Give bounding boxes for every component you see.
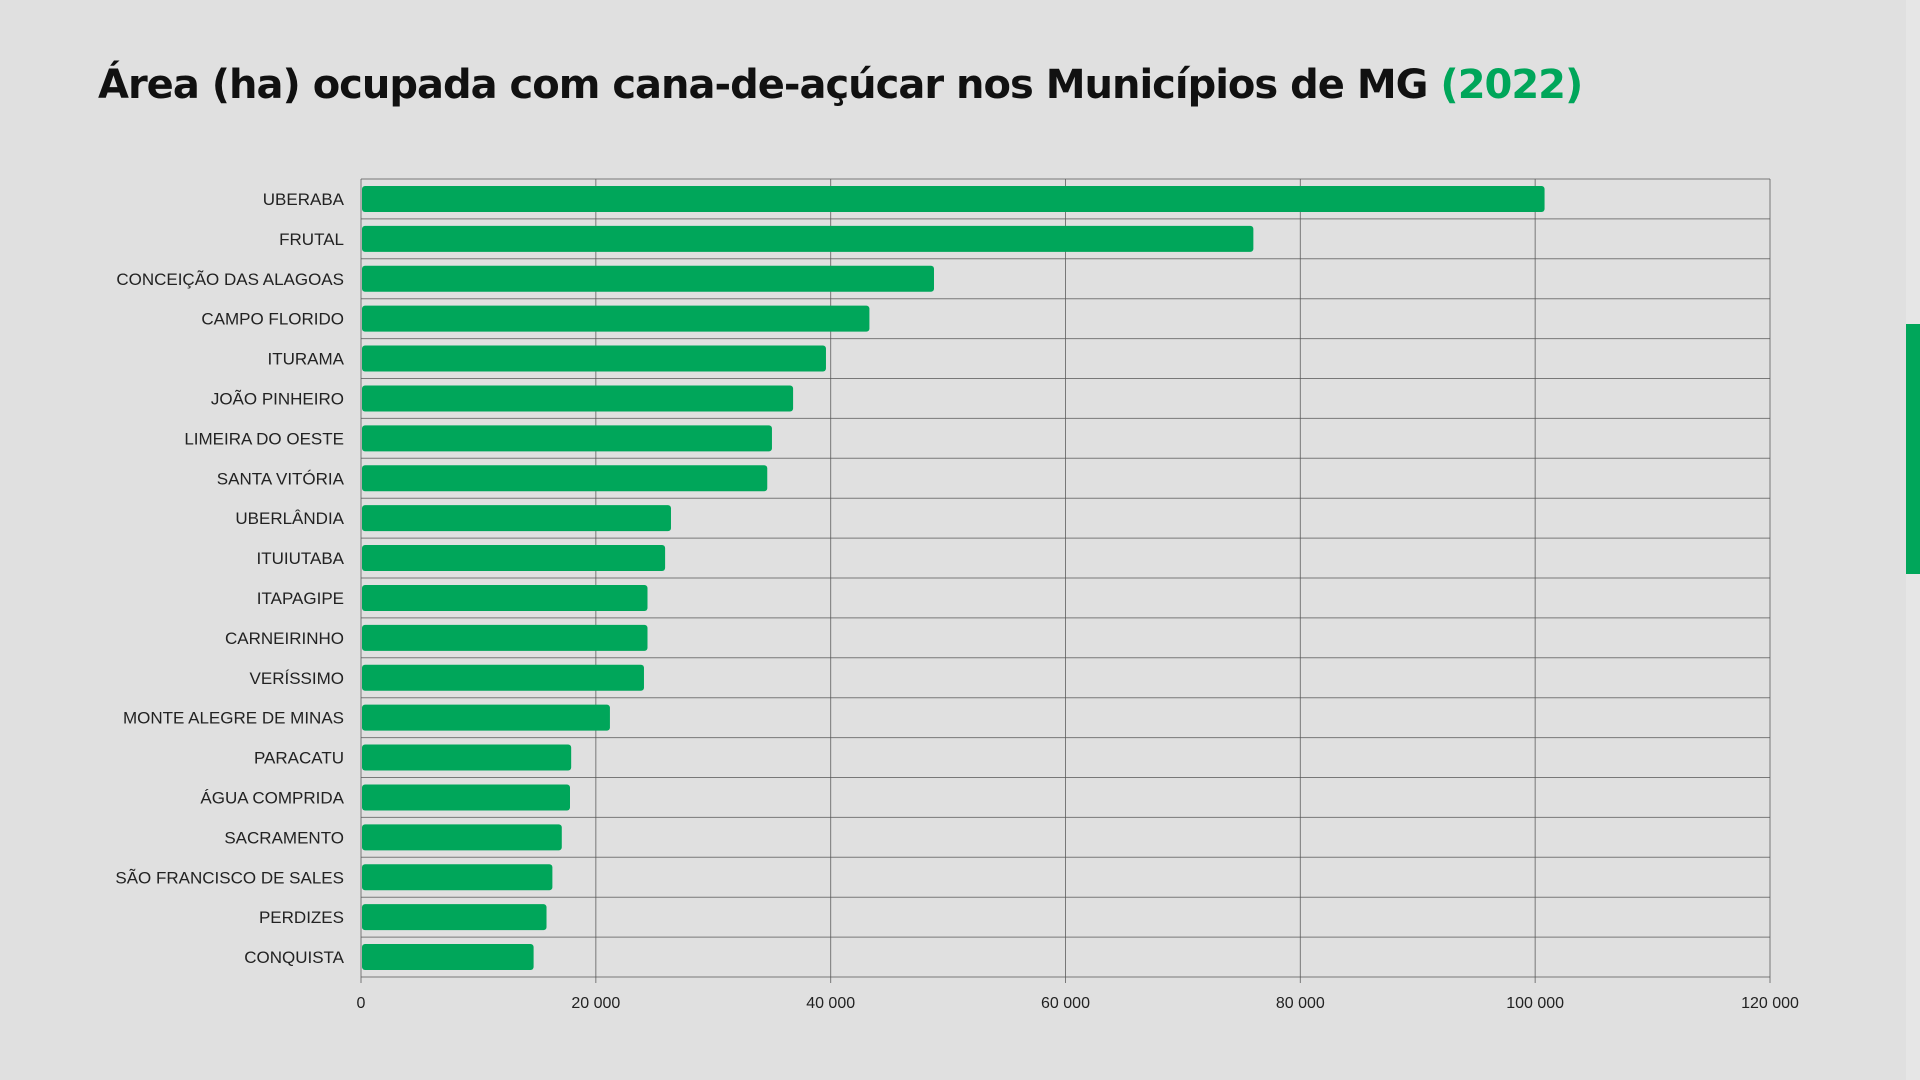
category-label: UBERLÂNDIA — [235, 509, 344, 528]
bar — [362, 584, 648, 611]
bar — [362, 784, 571, 811]
category-label: ITURAMA — [268, 350, 345, 369]
bar — [362, 265, 934, 292]
bar — [362, 505, 671, 532]
chart-title-year: (2022) — [1440, 62, 1583, 108]
category-label: CONQUISTA — [244, 948, 344, 967]
x-tick-label: 60 000 — [1041, 995, 1090, 1012]
x-tick-label: 80 000 — [1276, 995, 1325, 1012]
scrollbar-track[interactable] — [1906, 0, 1920, 1080]
bar — [362, 385, 794, 412]
category-label: ITUIUTABA — [256, 549, 344, 568]
category-label: SANTA VITÓRIA — [217, 469, 345, 488]
bar — [362, 425, 772, 452]
x-tick-label: 100 000 — [1506, 995, 1564, 1012]
bar — [362, 185, 1545, 212]
bar — [362, 624, 648, 651]
x-tick-label: 40 000 — [806, 995, 855, 1012]
bar — [362, 465, 768, 492]
category-label: CAMPO FLORIDO — [201, 310, 344, 329]
category-label: ÁGUA COMPRIDA — [200, 788, 344, 807]
x-tick-label: 20 000 — [571, 995, 620, 1012]
bar — [362, 704, 610, 731]
bar — [362, 305, 870, 332]
category-label: UBERABA — [263, 190, 345, 209]
category-label: CONCEIÇÃO DAS ALAGOAS — [116, 270, 344, 289]
scrollbar-thumb[interactable] — [1906, 324, 1920, 574]
bar — [362, 225, 1254, 252]
category-label: ITAPAGIPE — [257, 589, 344, 608]
bar — [362, 744, 572, 771]
category-label: LIMEIRA DO OESTE — [184, 429, 344, 448]
category-label: SÃO FRANCISCO DE SALES — [115, 868, 344, 887]
category-label: PERDIZES — [259, 908, 344, 927]
bar — [362, 545, 666, 572]
chart-title-main: Área (ha) ocupada com cana-de-açúcar nos… — [98, 62, 1428, 108]
category-label: MONTE ALEGRE DE MINAS — [123, 709, 344, 728]
bar — [362, 345, 826, 372]
bar — [362, 944, 534, 971]
bar — [362, 824, 562, 851]
bar — [362, 864, 553, 891]
bar — [362, 904, 547, 931]
x-tick-label: 120 000 — [1741, 995, 1799, 1012]
category-label: CARNEIRINHO — [225, 629, 344, 648]
x-tick-label: 0 — [357, 995, 366, 1012]
chart-title: Área (ha) ocupada com cana-de-açúcar nos… — [98, 62, 1583, 108]
category-label: SACRAMENTO — [224, 828, 344, 847]
category-label: FRUTAL — [279, 230, 344, 249]
bar — [362, 664, 644, 691]
category-label: VERÍSSIMO — [250, 669, 344, 688]
category-label: PARACATU — [254, 749, 344, 768]
category-label: JOÃO PINHEIRO — [211, 389, 344, 408]
